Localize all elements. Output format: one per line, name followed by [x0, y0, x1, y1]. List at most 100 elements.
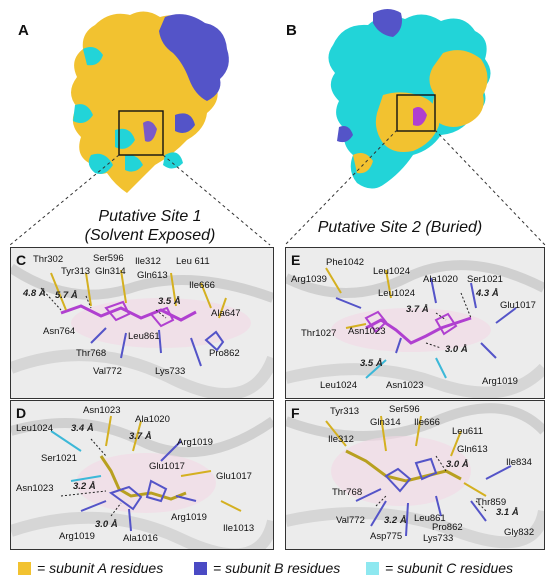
legend-subunit-c: = subunit C residues — [366, 558, 513, 578]
distance-label: 3.7 Å — [129, 431, 152, 442]
swatch-subunit-c — [366, 561, 379, 575]
residue-label: Ser596 — [389, 404, 420, 415]
residue-label: Gln613 — [137, 270, 168, 281]
legend-subunit-a: = subunit A residues — [18, 558, 163, 578]
residue-label: Thr1027 — [301, 328, 337, 339]
residue-label: Leu861 — [414, 513, 446, 524]
panel-letter-a: A — [18, 22, 29, 39]
residue-label: Leu611 — [452, 426, 483, 437]
residue-label: Asn1023 — [386, 380, 424, 391]
residue-label: Gln613 — [457, 444, 488, 455]
panel-c-structure — [11, 263, 273, 398]
protein-surface-a — [71, 11, 229, 194]
residue-label: Gly832 — [504, 527, 535, 538]
residue-label: Pro862 — [432, 522, 463, 533]
panel-letter-b: B — [286, 22, 297, 39]
residue-label: Ala1020 — [423, 274, 458, 285]
protein-surface-b — [328, 9, 491, 189]
residue-label: Thr859 — [476, 497, 507, 508]
residue-label: Asp775 — [370, 531, 403, 542]
residue-label: Pro862 — [209, 348, 240, 359]
distance-label: 3.2 Å — [73, 481, 96, 492]
legend-label-b: = subunit B residues — [213, 560, 341, 576]
legend-label-a: = subunit A residues — [37, 560, 164, 576]
residue-label: Thr768 — [332, 487, 363, 498]
residue-label: Arg1019 — [482, 376, 518, 387]
residue-label: Ile834 — [506, 457, 532, 468]
residue-label: Gln314 — [370, 417, 401, 428]
residue-label: Ile666 — [414, 417, 440, 428]
residue-label: Leu1024 — [373, 266, 410, 277]
panel-letter-e: E — [291, 252, 301, 268]
residue-label: Thr302 — [33, 254, 64, 265]
site1-title-line2: (Solvent Exposed) — [84, 227, 216, 244]
legend-subunit-b: = subunit B residues — [194, 558, 340, 578]
panel-letter-f: F — [291, 405, 300, 421]
residue-label: Asn1023 — [83, 405, 121, 416]
distance-label: 3.0 Å — [95, 519, 118, 530]
panel-e: E Phe1042 Leu1024 Ala1020 Ser1021 Arg103… — [285, 247, 545, 399]
residue-label: Arg1039 — [291, 274, 327, 285]
residue-label: Leu861 — [128, 331, 160, 342]
residue-label: Lys733 — [155, 366, 186, 377]
site1-box — [118, 110, 164, 156]
distance-label: 4.8 Å — [23, 288, 46, 299]
residue-label: Ile312 — [328, 434, 354, 445]
distance-label: 3.4 Å — [71, 423, 94, 434]
residue-label: Lys733 — [423, 533, 454, 544]
distance-label: 3.5 Å — [158, 296, 181, 307]
panel-letter-c: C — [16, 252, 27, 268]
distance-label: 3.1 Å — [496, 507, 519, 518]
panel-d-structure — [11, 415, 273, 549]
residue-label: Ile312 — [135, 256, 161, 267]
residue-label: Leu1024 — [378, 288, 415, 299]
residue-label: Ala1016 — [123, 533, 158, 544]
residue-label: Tyr313 — [61, 266, 91, 277]
residue-label: Glu1017 — [216, 471, 252, 482]
residue-label: Leu1024 — [320, 380, 357, 391]
residue-label: Asn764 — [43, 326, 76, 337]
distance-label: 4.3 Å — [476, 288, 499, 299]
residue-label: Arg1019 — [177, 437, 213, 448]
residue-label: Leu1024 — [16, 423, 53, 434]
site2-box — [396, 94, 436, 132]
site1-title-line1: Putative Site 1 — [98, 208, 202, 225]
panel-c: C Thr302 Tyr313 Ser596 Gln314 Ile312 Gln… — [10, 247, 274, 399]
site2-title: Putative Site 2 (Buried) — [317, 219, 483, 236]
swatch-subunit-a — [18, 561, 31, 575]
distance-label: 3.0 Å — [446, 459, 469, 470]
residue-label: Leu 611 — [176, 256, 210, 267]
residue-label: Val772 — [93, 366, 122, 377]
distance-label: 3.2 Å — [384, 515, 407, 526]
panel-letter-d: D — [16, 405, 27, 421]
residue-label: Ser1021 — [467, 274, 503, 285]
residue-label: Glu1017 — [500, 300, 536, 311]
residue-label: Asn1023 — [16, 483, 54, 494]
residue-label: Ala1020 — [135, 414, 170, 425]
residue-label: Phe1042 — [326, 257, 365, 268]
distance-label: 3.7 Å — [406, 304, 429, 315]
residue-label: Arg1019 — [171, 512, 207, 523]
legend-label-c: = subunit C residues — [385, 560, 514, 576]
residue-label: Val772 — [336, 515, 365, 526]
residue-label: Thr768 — [76, 348, 107, 359]
site1-title: Putative Site 1 (Solvent Exposed) — [60, 207, 240, 245]
distance-label: 3.0 Å — [445, 344, 468, 355]
panel-f-structure — [286, 403, 544, 549]
residue-label: Gln314 — [95, 266, 126, 277]
distance-label: 3.5 Å — [360, 358, 383, 369]
residue-label: Ser1021 — [41, 453, 77, 464]
residue-label: Asn1023 — [348, 326, 386, 337]
distance-label: 5.7 Å — [55, 290, 78, 301]
panel-d: D Asn1023 Leu1024 Ala1020 Arg1019 Ser102… — [10, 400, 274, 550]
residue-label: Ile666 — [189, 280, 215, 291]
residue-label: Ser596 — [93, 253, 124, 264]
residue-label: Tyr313 — [330, 406, 360, 417]
residue-label: Ala647 — [211, 308, 241, 319]
panel-e-structure — [286, 260, 544, 398]
panel-f: F Tyr313 Ser596 Gln314 Ile666 Ile312 Leu… — [285, 400, 545, 550]
residue-label: Arg1019 — [59, 531, 95, 542]
zoom-lines — [9, 129, 546, 246]
residue-label: Glu1017 — [149, 461, 185, 472]
residue-label: Ile1013 — [223, 523, 255, 534]
